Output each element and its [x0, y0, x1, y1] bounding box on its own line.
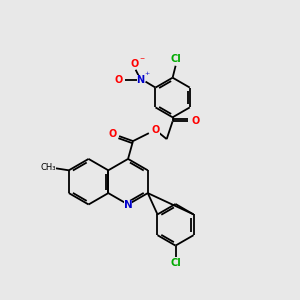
- Text: N: N: [124, 200, 132, 210]
- Text: O: O: [130, 59, 139, 69]
- Text: O: O: [191, 116, 200, 126]
- Text: O: O: [115, 75, 123, 85]
- Text: Cl: Cl: [170, 54, 181, 64]
- Text: CH₃: CH₃: [40, 163, 56, 172]
- Text: N: N: [136, 75, 145, 85]
- Text: Cl: Cl: [170, 258, 181, 268]
- Text: +: +: [145, 71, 150, 76]
- Text: −: −: [140, 55, 145, 60]
- Text: O: O: [152, 125, 160, 135]
- Text: O: O: [108, 129, 116, 139]
